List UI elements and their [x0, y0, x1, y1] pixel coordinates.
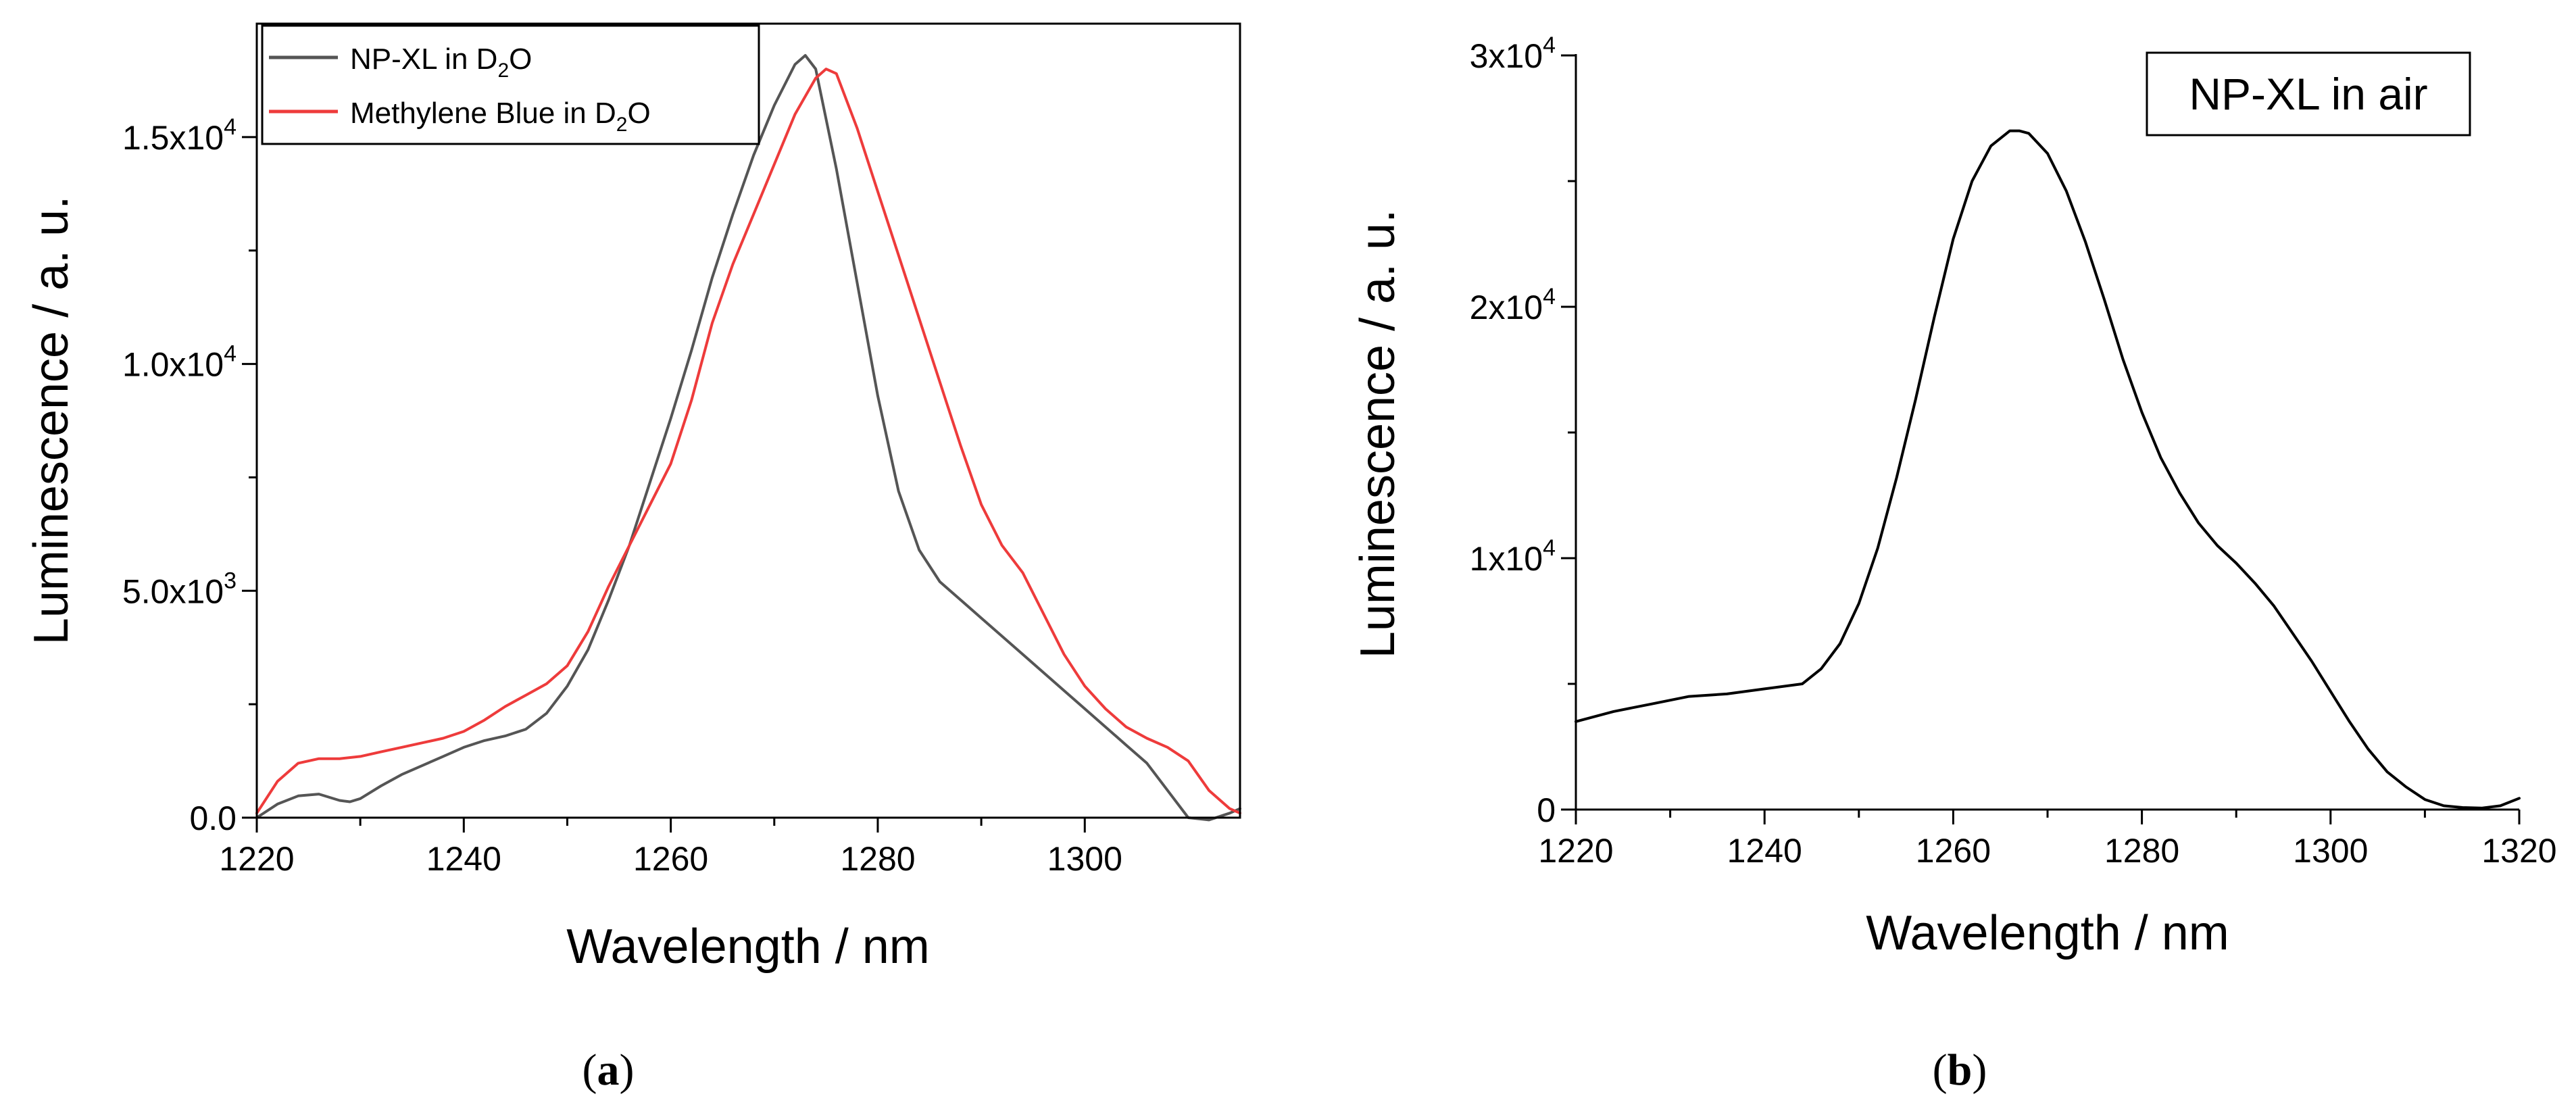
panel-b-annotation-text: NP-XL in air: [2189, 69, 2427, 119]
x-tick-label-a-1300: 1300: [1047, 840, 1122, 878]
x-tick-label-a-1240: 1240: [426, 840, 501, 878]
panel-a-plot-area: [255, 54, 1241, 822]
y-tick-label-b-10000: 1x104: [1470, 535, 1556, 578]
panel-b-plot-area: [1575, 129, 2521, 810]
y-tick-label-a-15000: 1.5x104: [122, 114, 237, 157]
panel-b-caption: (b): [1933, 1045, 1987, 1095]
y-tick-label-a-0: 0.0: [189, 799, 237, 837]
series-line-methylene-blue-in-d2o: [255, 68, 1241, 815]
panel-b-y-ticks: 0 1x104 2x104 3x104: [1470, 32, 1576, 829]
panel-a-caption: (a): [583, 1045, 635, 1095]
series-line-np-xl-in-d2o: [255, 54, 1241, 822]
x-tick-label-a-1220: 1220: [219, 840, 294, 878]
panel-a-y-ticks: 0.0 5.0x103 1.0x104 1.5x104: [122, 114, 257, 837]
series-line-np-xl-in-air: [1575, 129, 2521, 810]
panel-a-y-axis-title: Luminescence / a. u.: [24, 196, 78, 645]
panel-a-legend-box: [261, 24, 760, 145]
y-tick-label-a-5000: 5.0x103: [122, 568, 237, 610]
legend-label-np-xl-d2o: NP-XL in D2O: [350, 43, 532, 82]
panel-b-y-axis-title: Luminescence / a. u.: [1351, 209, 1405, 658]
x-tick-label-b-1260: 1260: [1916, 832, 1991, 870]
panel-a: 1220 1240 1260 1280 1300 0.0 5.0x103 1.0x104 1.…: [24, 22, 1241, 1095]
panel-b: 1220 1240 1260 1280 1300 1320 0 1x104 2x104 3x10…: [1351, 32, 2557, 1095]
y-tick-label-a-10000: 1.0x104: [122, 341, 237, 384]
x-tick-label-b-1320: 1320: [2481, 832, 2556, 870]
y-tick-label-b-30000: 3x104: [1470, 32, 1556, 75]
panel-a-axes-frame: [255, 22, 1241, 819]
x-tick-label-a-1280: 1280: [840, 840, 915, 878]
panel-a-x-axis-title: Wavelength / nm: [566, 920, 930, 974]
panel-b-x-ticks: 1220 1240 1260 1280 1300 1320: [1538, 810, 2557, 870]
y-tick-label-b-20000: 2x104: [1470, 284, 1556, 326]
y-tick-label-b-0: 0: [1537, 791, 1556, 829]
panel-a-legend: NP-XL in D2O Methylene Blue in D2O: [261, 24, 760, 145]
panel-a-x-ticks: 1220 1240 1260 1280 1300: [219, 818, 1122, 878]
panel-b-x-axis-title: Wavelength / nm: [1866, 906, 2229, 960]
x-tick-label-b-1280: 1280: [2104, 832, 2179, 870]
panel-b-annotation-box: [2146, 51, 2471, 137]
x-tick-label-b-1300: 1300: [2293, 832, 2368, 870]
legend-label-methylene-blue-d2o: Methylene Blue in D2O: [350, 97, 651, 136]
panel-b-annotation: NP-XL in air: [2146, 51, 2471, 137]
x-tick-label-a-1260: 1260: [633, 840, 708, 878]
x-tick-label-b-1220: 1220: [1538, 832, 1613, 870]
x-tick-label-b-1240: 1240: [1727, 832, 1802, 870]
